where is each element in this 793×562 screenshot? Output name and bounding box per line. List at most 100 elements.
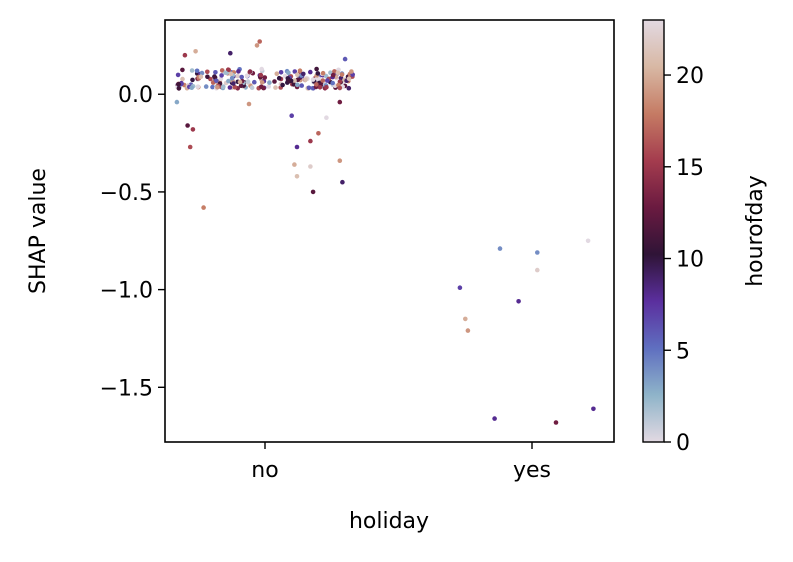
data-point bbox=[463, 316, 468, 322]
data-point bbox=[262, 75, 268, 80]
data-point bbox=[342, 56, 348, 62]
data-point bbox=[535, 267, 540, 273]
data-point bbox=[295, 72, 300, 77]
data-point bbox=[174, 99, 180, 105]
data-point bbox=[553, 420, 559, 425]
data-point bbox=[273, 85, 278, 90]
data-point bbox=[239, 74, 244, 80]
data-point bbox=[190, 127, 196, 132]
data-point bbox=[535, 250, 540, 255]
data-point bbox=[323, 73, 329, 79]
scatter-points bbox=[174, 39, 596, 425]
data-point bbox=[299, 83, 305, 88]
data-point bbox=[247, 69, 253, 74]
data-point bbox=[237, 79, 243, 85]
data-point bbox=[193, 49, 198, 54]
x-axis-label: holiday bbox=[349, 509, 429, 534]
data-point bbox=[203, 84, 209, 89]
data-point bbox=[246, 101, 252, 107]
data-point bbox=[294, 174, 300, 179]
colorbar-tick-label: 5 bbox=[676, 339, 690, 364]
data-point bbox=[339, 72, 345, 77]
data-point bbox=[176, 81, 181, 87]
data-point bbox=[591, 406, 596, 412]
data-point bbox=[335, 70, 341, 76]
data-point bbox=[227, 85, 233, 90]
data-point bbox=[324, 85, 329, 90]
data-point bbox=[274, 71, 280, 76]
data-point bbox=[182, 52, 188, 58]
data-point bbox=[292, 162, 297, 167]
data-point bbox=[492, 416, 497, 421]
data-point bbox=[324, 115, 329, 120]
data-point bbox=[254, 43, 260, 48]
data-point bbox=[320, 78, 326, 83]
data-point bbox=[187, 144, 193, 150]
x-axis-ticks: no yes bbox=[251, 442, 551, 483]
data-point bbox=[295, 82, 300, 88]
data-point bbox=[180, 76, 185, 82]
data-point bbox=[303, 77, 308, 83]
data-point bbox=[297, 68, 303, 73]
data-point bbox=[267, 80, 272, 85]
data-point bbox=[231, 81, 236, 86]
data-point bbox=[228, 50, 233, 56]
y-tick-label: 0.0 bbox=[118, 83, 153, 108]
data-point bbox=[316, 131, 321, 136]
y-tick-label: −0.5 bbox=[100, 181, 153, 206]
data-point bbox=[252, 79, 257, 85]
data-point bbox=[244, 73, 250, 79]
colorbar-label: hourofday bbox=[743, 175, 768, 287]
colorbar-tick-label: 10 bbox=[676, 248, 704, 273]
data-point bbox=[291, 82, 297, 87]
data-point bbox=[190, 77, 195, 83]
data-point bbox=[205, 74, 210, 80]
data-point bbox=[198, 74, 204, 79]
data-point bbox=[301, 71, 306, 77]
data-point bbox=[314, 66, 319, 72]
data-point bbox=[337, 85, 343, 91]
data-point bbox=[585, 238, 591, 244]
data-point bbox=[226, 78, 231, 84]
data-point bbox=[228, 71, 234, 77]
data-point bbox=[189, 85, 194, 90]
colorbar-ticks: 0 5 10 15 20 bbox=[664, 64, 704, 456]
y-axis-ticks: 0.0 −0.5 −1.0 −1.5 bbox=[100, 83, 165, 401]
data-point bbox=[457, 285, 463, 291]
data-point bbox=[306, 85, 312, 91]
data-point bbox=[310, 189, 316, 195]
data-point bbox=[189, 68, 195, 73]
colorbar-tick-label: 20 bbox=[676, 64, 704, 89]
data-point bbox=[229, 76, 235, 81]
data-point bbox=[176, 86, 182, 91]
data-point bbox=[221, 84, 226, 89]
data-point bbox=[330, 72, 336, 78]
data-point bbox=[340, 179, 345, 185]
data-point bbox=[258, 72, 264, 78]
data-point bbox=[210, 84, 215, 90]
data-point bbox=[294, 144, 300, 150]
data-point bbox=[214, 78, 219, 84]
data-point bbox=[266, 84, 272, 89]
data-point bbox=[180, 67, 185, 73]
data-point bbox=[349, 69, 354, 74]
data-point bbox=[346, 85, 352, 91]
x-tick-label: yes bbox=[513, 458, 551, 483]
data-point bbox=[232, 84, 238, 90]
data-point bbox=[465, 328, 471, 333]
data-point bbox=[201, 205, 206, 210]
colorbar-tick-label: 15 bbox=[676, 156, 704, 181]
data-point bbox=[194, 68, 200, 74]
data-point bbox=[219, 73, 224, 78]
data-point bbox=[205, 69, 210, 75]
data-point bbox=[245, 79, 251, 84]
data-point bbox=[330, 80, 336, 86]
data-point bbox=[497, 246, 503, 251]
data-point bbox=[259, 80, 265, 85]
data-point bbox=[320, 70, 326, 76]
data-point bbox=[314, 82, 319, 87]
y-axis-label: SHAP value bbox=[26, 168, 51, 294]
data-point bbox=[249, 85, 255, 90]
data-point bbox=[310, 77, 316, 82]
